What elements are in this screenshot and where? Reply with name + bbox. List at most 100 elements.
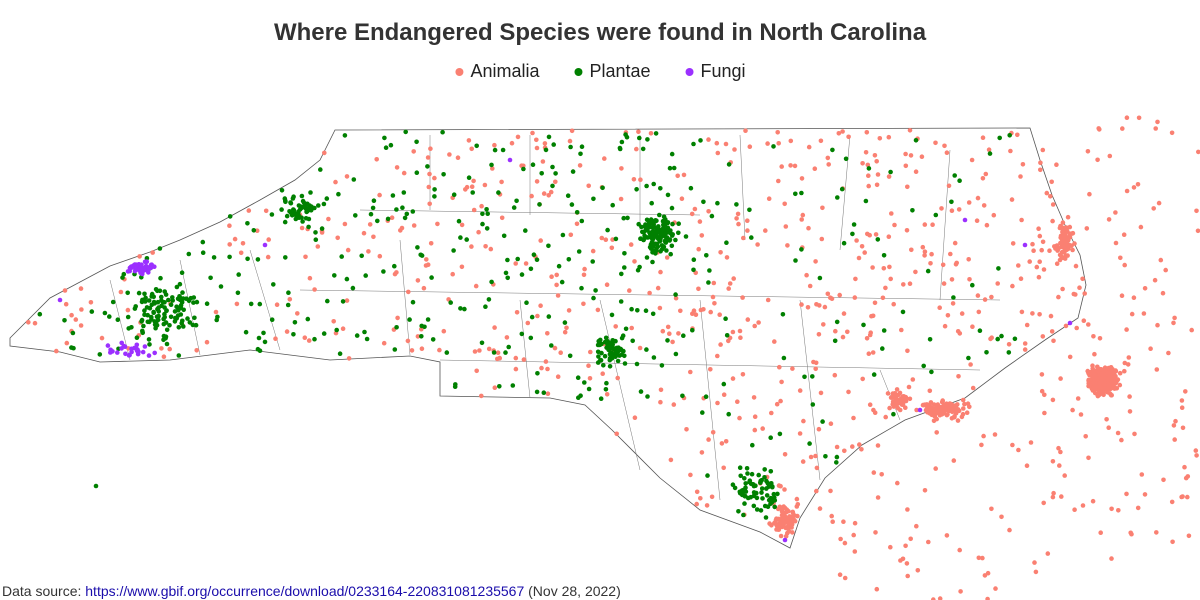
occurrence-dot: [981, 433, 986, 439]
occurrence-dot: [984, 222, 990, 228]
occurrence-dot: [307, 275, 313, 281]
occurrence-dot: [814, 302, 819, 307]
occurrence-dot: [903, 543, 908, 549]
occurrence-dot: [411, 223, 417, 228]
source-link[interactable]: https://www.gbif.org/occurrence/download…: [85, 583, 524, 599]
occurrence-dot: [828, 295, 833, 301]
occurrence-dot: [909, 247, 914, 253]
occurrence-dot: [313, 230, 318, 235]
occurrence-dot: [401, 190, 407, 195]
occurrence-dot: [985, 596, 990, 600]
occurrence-dot: [164, 327, 170, 333]
occurrence-dot: [950, 301, 956, 306]
occurrence-dot: [462, 306, 467, 312]
occurrence-dot: [590, 259, 595, 264]
occurrence-dot: [523, 228, 528, 233]
occurrence-dot: [813, 259, 818, 264]
occurrence-dot: [807, 441, 812, 446]
occurrence-dot: [474, 368, 480, 374]
occurrence-dot: [1063, 323, 1069, 329]
occurrence-dot: [1073, 263, 1079, 269]
occurrence-dot: [766, 196, 772, 201]
occurrence-dot: [888, 276, 893, 282]
occurrence-dot: [97, 352, 103, 357]
occurrence-dot: [799, 302, 804, 307]
occurrence-dot: [788, 163, 793, 168]
occurrence-dot: [425, 164, 430, 169]
occurrence-dot: [724, 255, 730, 260]
occurrence-dot: [835, 195, 840, 200]
map-title: Where Endangered Species were found in N…: [274, 19, 927, 46]
occurrence-dot: [604, 338, 609, 344]
occurrence-dot: [296, 214, 301, 220]
occurrence-dot: [154, 323, 160, 328]
occurrence-dot: [600, 371, 605, 377]
occurrence-dot: [1093, 384, 1099, 389]
occurrence-dot: [428, 241, 434, 246]
occurrence-dot: [596, 338, 601, 344]
occurrence-dot: [1097, 366, 1102, 372]
occurrence-dot: [1015, 132, 1020, 138]
occurrence-dot: [392, 271, 398, 277]
occurrence-dot: [232, 236, 238, 242]
occurrence-dot: [966, 355, 971, 361]
occurrence-dot: [302, 335, 308, 341]
occurrence-dot: [377, 192, 382, 198]
occurrence-dot: [740, 295, 745, 300]
occurrence-dot: [419, 323, 425, 329]
occurrence-dot: [976, 309, 982, 315]
occurrence-dot: [579, 218, 585, 224]
occurrence-dot: [630, 338, 635, 344]
occurrence-dot: [146, 298, 152, 303]
occurrence-dot: [497, 384, 502, 389]
occurrence-dot: [837, 292, 842, 298]
occurrence-dot: [734, 216, 739, 221]
occurrence-dot: [775, 491, 780, 497]
occurrence-dot: [982, 297, 988, 302]
occurrence-dot: [634, 187, 639, 192]
occurrence-dot: [263, 208, 269, 214]
occurrence-dot: [1040, 239, 1046, 245]
occurrence-dot: [1082, 291, 1087, 296]
occurrence-dot: [371, 234, 376, 240]
occurrence-dot: [383, 145, 389, 150]
occurrence-dot: [608, 346, 613, 352]
occurrence-dot: [952, 173, 957, 178]
occurrence-dot: [551, 142, 556, 147]
occurrence-dot: [774, 401, 780, 407]
occurrence-dot: [933, 140, 938, 146]
occurrence-dot: [273, 336, 278, 342]
occurrence-dot: [1062, 256, 1068, 261]
occurrence-dot: [962, 401, 967, 407]
occurrence-dot: [765, 297, 771, 303]
occurrence-dot: [664, 235, 670, 240]
occurrence-dot: [519, 331, 525, 337]
occurrence-dot: [690, 327, 695, 333]
occurrence-dot: [946, 408, 952, 414]
occurrence-dot: [931, 402, 937, 407]
occurrence-dot: [214, 317, 219, 323]
occurrence-dot: [1033, 569, 1039, 575]
occurrence-dot: [581, 272, 587, 278]
occurrence-dot: [627, 288, 632, 293]
occurrence-dot: [324, 196, 330, 201]
occurrence-dot: [463, 187, 468, 192]
occurrence-dot: [650, 311, 656, 317]
occurrence-dot: [982, 573, 988, 578]
occurrence-dot: [732, 147, 737, 152]
occurrence-dot: [1173, 418, 1178, 424]
occurrence-dot: [644, 235, 650, 240]
occurrence-dot: [754, 490, 759, 496]
occurrence-dot: [995, 336, 1000, 342]
occurrence-dot: [765, 504, 771, 510]
occurrence-dot: [93, 483, 99, 489]
occurrence-dot: [980, 555, 985, 561]
occurrence-dot: [779, 379, 784, 385]
occurrence-dot: [262, 242, 268, 248]
occurrence-dot: [582, 266, 587, 272]
occurrence-dot: [321, 201, 327, 207]
occurrence-dot: [1074, 325, 1079, 331]
occurrence-dot: [866, 351, 872, 357]
occurrence-dot: [872, 300, 878, 306]
